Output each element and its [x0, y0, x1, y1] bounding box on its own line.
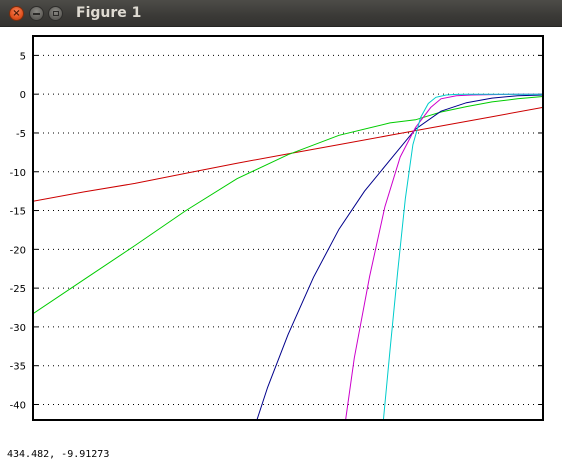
figure-canvas[interactable]: 5 0 -5 -10 -15 -20 -25 -30 -35 -40 434.482, -9.91… [0, 27, 562, 462]
y-tick-label: -40 [10, 400, 26, 411]
series-line-3 [256, 94, 543, 420]
series-line-5 [382, 93, 543, 420]
series-line-1 [33, 106, 543, 202]
y-tick-label: -30 [10, 323, 26, 334]
y-tick-label: 5 [20, 51, 26, 62]
minimize-glyph [33, 12, 40, 15]
y-tick-label: -15 [10, 207, 26, 218]
maximize-glyph [52, 11, 59, 16]
maximize-icon[interactable] [48, 6, 63, 21]
cursor-coordinates: 434.482, -9.91273 [7, 449, 110, 460]
y-tick-label: 0 [20, 90, 26, 101]
y-tick-label: -20 [10, 245, 26, 256]
close-icon[interactable]: × [9, 6, 24, 21]
y-tick-label: -25 [10, 284, 26, 295]
plot-svg[interactable]: 5 0 -5 -10 -15 -20 -25 -30 -35 -40 [0, 27, 562, 449]
window-title: Figure 1 [76, 5, 142, 21]
series-group [33, 93, 543, 420]
series-line-4 [345, 93, 543, 420]
y-tick-label: -10 [10, 168, 26, 179]
axes-frame [32, 35, 544, 421]
status-bar: 434.482, -9.91273 [0, 449, 562, 462]
minimize-icon[interactable] [29, 6, 44, 21]
y-tick-label: -5 [16, 129, 26, 140]
series-line-2 [33, 96, 543, 315]
y-tick-label: -35 [10, 362, 26, 373]
title-bar[interactable]: × Figure 1 [0, 0, 562, 27]
close-glyph: × [12, 7, 21, 19]
